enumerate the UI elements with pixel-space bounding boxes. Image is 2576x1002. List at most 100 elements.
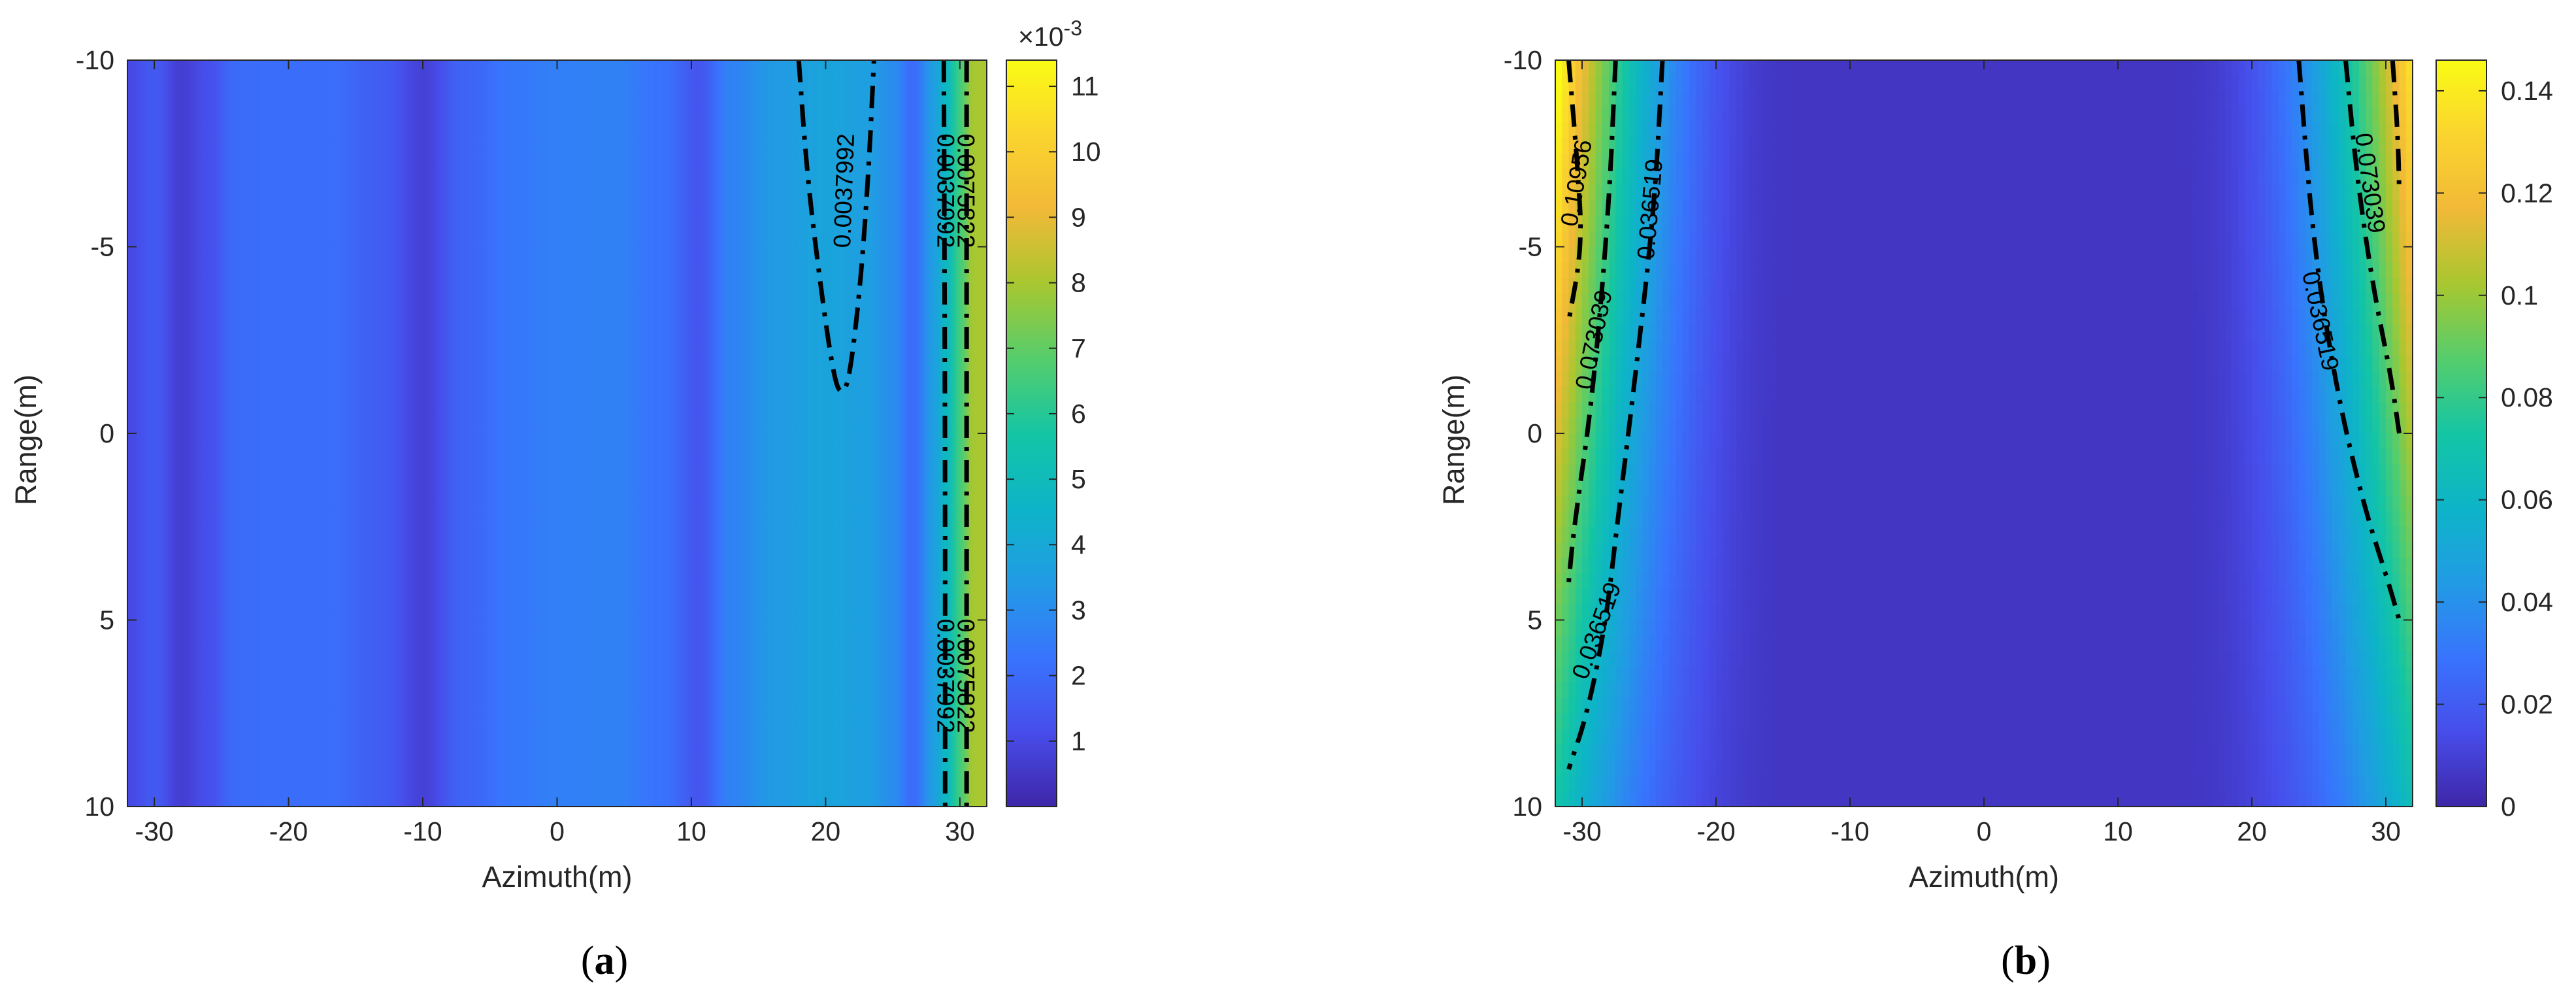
heatmap-cell bbox=[1836, 122, 1844, 139]
heatmap-cell bbox=[1904, 107, 1911, 123]
heatmap-cell bbox=[1595, 386, 1603, 403]
heatmap-cell bbox=[2372, 309, 2380, 326]
heatmap-cell bbox=[1930, 278, 1938, 294]
heatmap-cell bbox=[1930, 91, 1938, 107]
heatmap-cell bbox=[2145, 75, 2152, 92]
heatmap-cell bbox=[1796, 386, 1804, 403]
heatmap-cell bbox=[2044, 433, 2052, 450]
heatmap-cell bbox=[2319, 604, 2326, 621]
heatmap-cell bbox=[1589, 137, 1596, 154]
heatmap-cell bbox=[2098, 356, 2105, 372]
heatmap-cell bbox=[1736, 386, 1743, 403]
heatmap-cell bbox=[2185, 386, 2192, 403]
heatmap-cell bbox=[1850, 184, 1857, 201]
heatmap-cell bbox=[1890, 356, 1898, 372]
heatmap-cell bbox=[1943, 340, 1951, 356]
heatmap-cell bbox=[2225, 278, 2232, 294]
heatmap-cell bbox=[1830, 324, 1838, 341]
heatmap-cell bbox=[1709, 402, 1717, 418]
heatmap-cell bbox=[1896, 464, 1904, 480]
heatmap-cell bbox=[2386, 588, 2393, 605]
heatmap-cell bbox=[1957, 340, 1964, 356]
heatmap-cell bbox=[1649, 122, 1657, 139]
heatmap-cell bbox=[1662, 386, 1670, 403]
heatmap-cell bbox=[2064, 75, 2072, 92]
heatmap-cell bbox=[1682, 495, 1690, 512]
heatmap-cell bbox=[2077, 464, 2085, 480]
heatmap-cell bbox=[1783, 480, 1791, 496]
heatmap-cell bbox=[1783, 542, 1791, 558]
heatmap-cell bbox=[2104, 635, 2112, 652]
heatmap-cell bbox=[1863, 526, 1871, 543]
heatmap-cell bbox=[1609, 510, 1616, 527]
heatmap-cell bbox=[1964, 137, 1972, 154]
heatmap-cell bbox=[1682, 262, 1690, 278]
heatmap-cell bbox=[1830, 122, 1838, 139]
heatmap-cell bbox=[1877, 402, 1884, 418]
heatmap-cell bbox=[2151, 620, 2159, 636]
heatmap-cell bbox=[2392, 371, 2400, 388]
heatmap-cell bbox=[2252, 480, 2259, 496]
heatmap-cell bbox=[2386, 107, 2393, 123]
heatmap-cell bbox=[2191, 620, 2199, 636]
heatmap-cell bbox=[2111, 604, 2119, 621]
heatmap-cell bbox=[2352, 107, 2360, 123]
heatmap-cell bbox=[2057, 588, 2065, 605]
heatmap-cell bbox=[2098, 433, 2105, 450]
heatmap-cell bbox=[1716, 418, 1723, 434]
heatmap-cell bbox=[2392, 309, 2400, 326]
heatmap-cell bbox=[1836, 495, 1844, 512]
heatmap-cell bbox=[1642, 402, 1650, 418]
heatmap-cell bbox=[2038, 200, 2045, 216]
heatmap-cell bbox=[2232, 75, 2239, 92]
heatmap-cell bbox=[1870, 510, 1877, 527]
heatmap-cell bbox=[2198, 340, 2205, 356]
heatmap-cell bbox=[1823, 371, 1830, 388]
heatmap-cell bbox=[1723, 464, 1730, 480]
heatmap-cell bbox=[2218, 418, 2226, 434]
heatmap-cell bbox=[1950, 107, 1958, 123]
heatmap-cell bbox=[2077, 60, 2085, 76]
heatmap-cell bbox=[2098, 402, 2105, 418]
heatmap-cell bbox=[1964, 371, 1972, 388]
heatmap-cell bbox=[1676, 262, 1683, 278]
heatmap-cell bbox=[1770, 169, 1777, 185]
heatmap-cell bbox=[2252, 278, 2259, 294]
heatmap-cell bbox=[1709, 75, 1717, 92]
heatmap-cell bbox=[1803, 107, 1811, 123]
heatmap-cell bbox=[1749, 604, 1757, 621]
heatmap-cell bbox=[2185, 480, 2192, 496]
heatmap-cell bbox=[1649, 184, 1657, 201]
heatmap-cell bbox=[1602, 588, 1610, 605]
heatmap-cell bbox=[2319, 231, 2326, 248]
heatmap-cell bbox=[1636, 356, 1643, 372]
heatmap-cell bbox=[1883, 510, 1891, 527]
heatmap-cell bbox=[2038, 542, 2045, 558]
y-tick-label: 10 bbox=[84, 792, 114, 822]
heatmap-cell bbox=[2218, 480, 2226, 496]
heatmap-cell bbox=[2298, 153, 2306, 170]
heatmap-cell bbox=[2245, 386, 2253, 403]
heatmap-cell bbox=[1990, 309, 1998, 326]
heatmap-cell bbox=[1762, 278, 1770, 294]
heatmap-cell bbox=[1743, 604, 1750, 621]
heatmap-cell bbox=[1904, 153, 1911, 170]
heatmap-cell bbox=[2185, 635, 2192, 652]
heatmap-cell bbox=[1749, 137, 1757, 154]
heatmap-cell bbox=[1803, 371, 1811, 388]
heatmap-cell bbox=[1984, 309, 1991, 326]
heatmap-cell bbox=[1943, 169, 1951, 185]
heatmap-cell bbox=[1930, 480, 1938, 496]
heatmap-cell bbox=[1964, 542, 1972, 558]
heatmap-cell bbox=[1964, 526, 1972, 543]
heatmap-cell bbox=[1696, 371, 1704, 388]
heatmap-cell bbox=[1709, 558, 1717, 574]
heatmap-cell bbox=[2131, 200, 2139, 216]
heatmap-cell bbox=[1923, 371, 1931, 388]
heatmap-cell bbox=[2030, 573, 2038, 590]
heatmap-cell bbox=[1863, 464, 1871, 480]
heatmap-cell bbox=[1716, 371, 1723, 388]
heatmap-cell bbox=[1642, 620, 1650, 636]
heatmap-cell bbox=[1997, 278, 2005, 294]
colorbar-tick-label: 1 bbox=[1071, 726, 1086, 756]
